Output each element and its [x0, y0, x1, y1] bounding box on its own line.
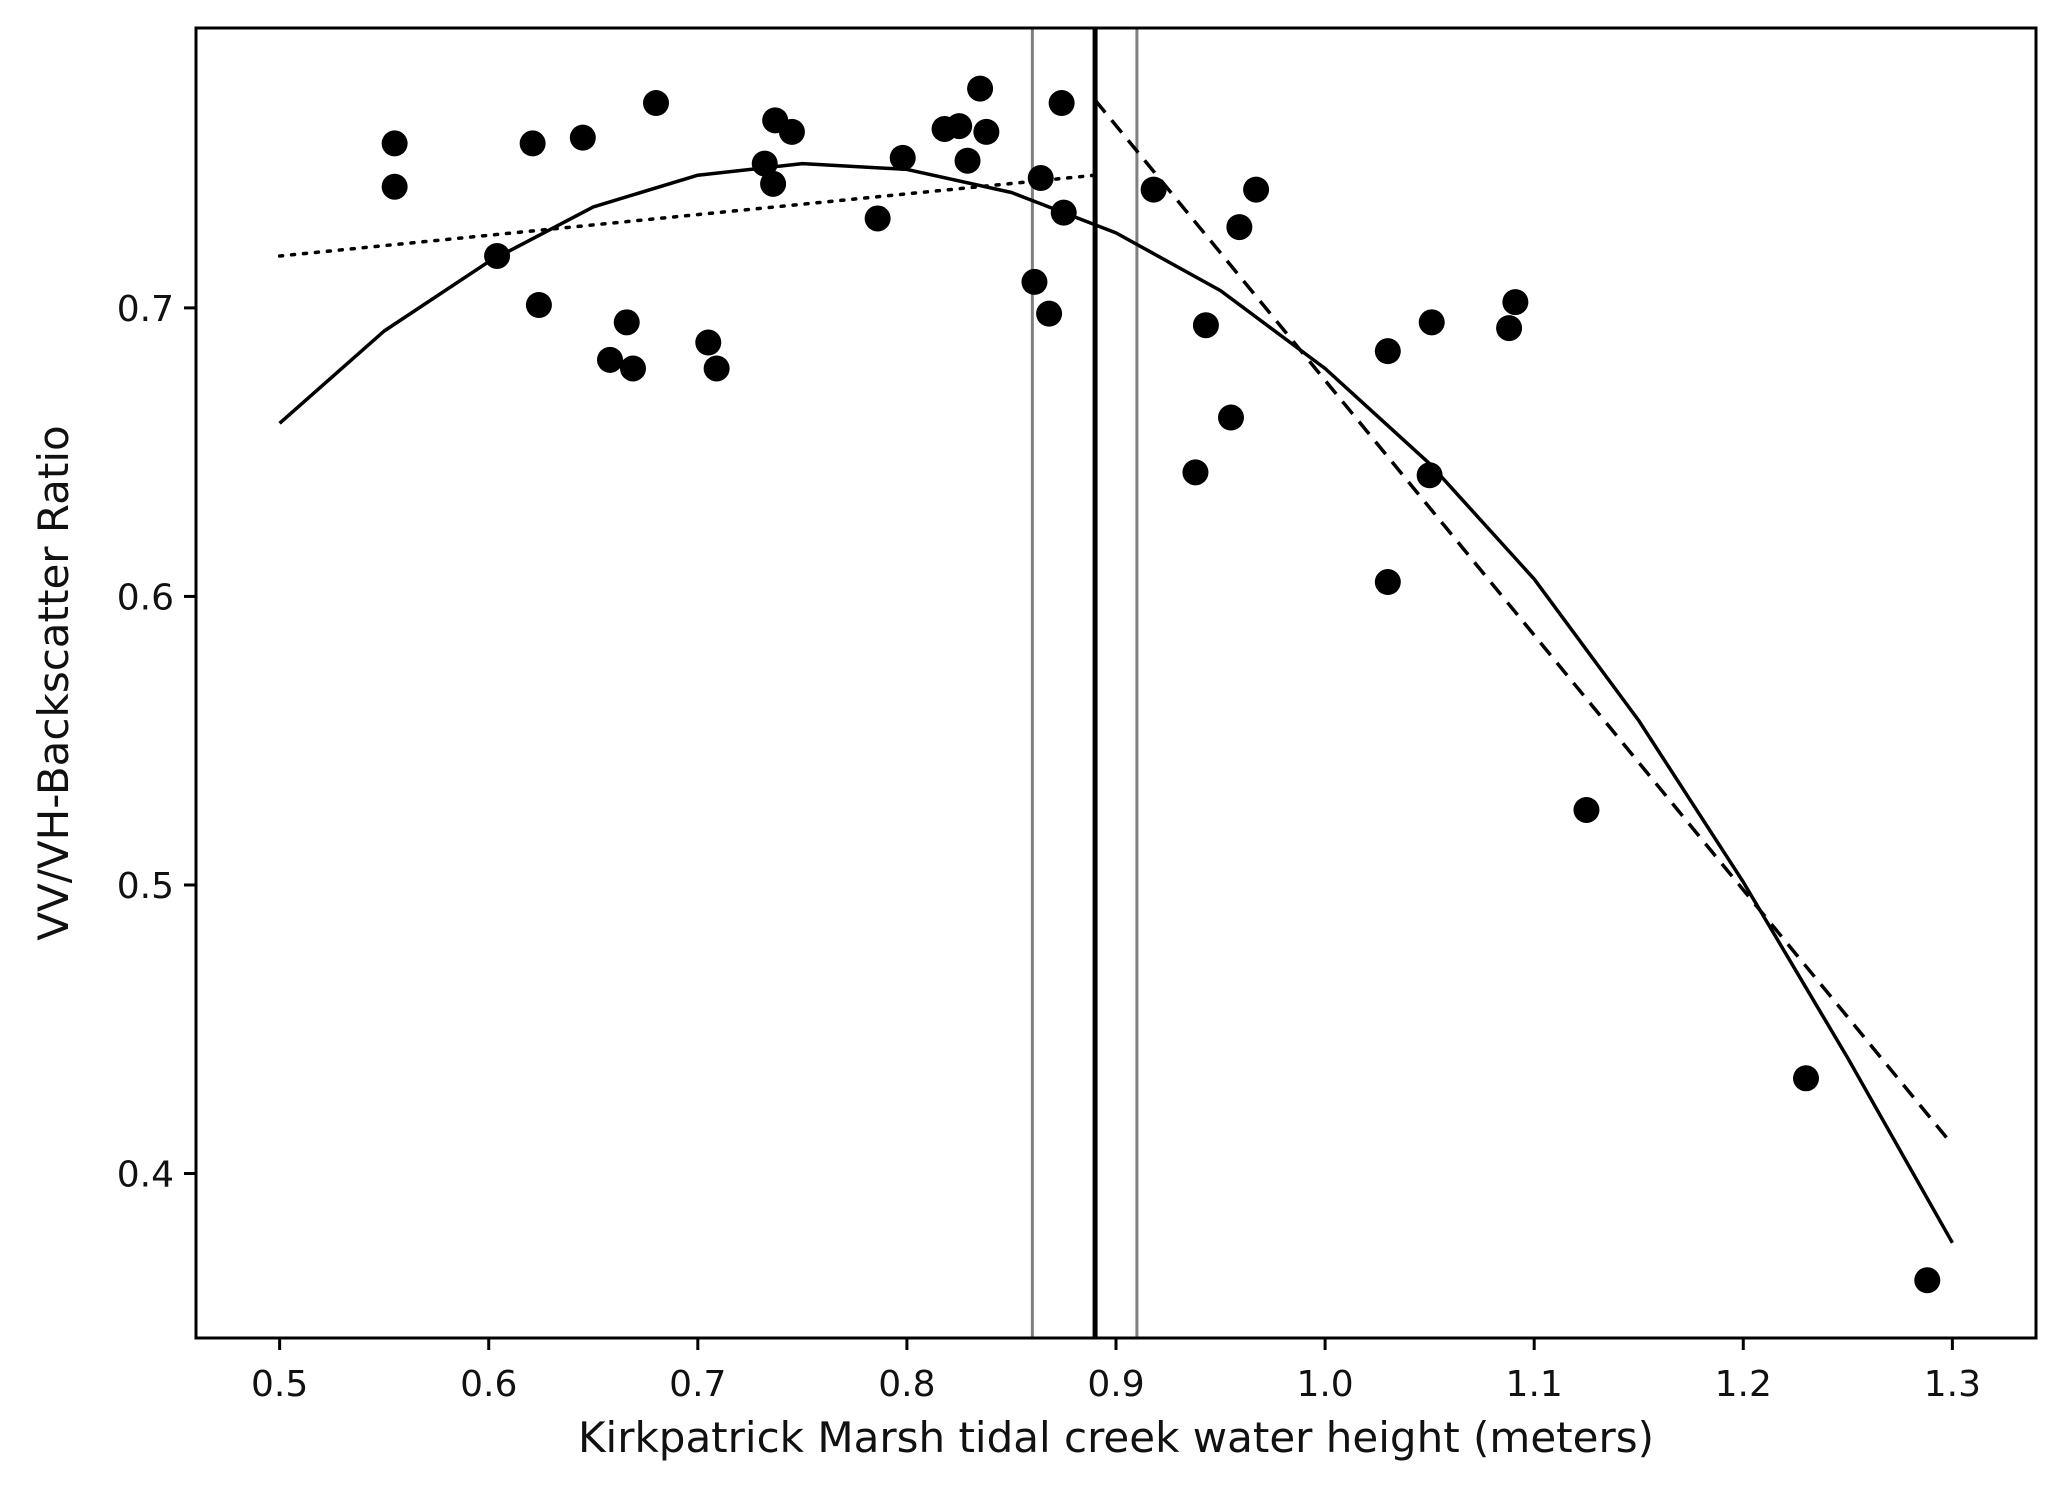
- data-point: [1050, 199, 1077, 226]
- x-tick-label: 0.9: [1087, 1364, 1144, 1405]
- x-tick-label: 1.1: [1506, 1364, 1563, 1405]
- data-point: [954, 147, 981, 174]
- x-tick-label: 1.2: [1715, 1364, 1772, 1405]
- data-point: [381, 130, 408, 157]
- data-point: [1036, 300, 1063, 327]
- data-point: [1374, 338, 1401, 365]
- y-tick-label: 0.4: [117, 1155, 174, 1196]
- data-point: [1418, 309, 1445, 336]
- linear-fit-above-breakpoint-curve: [1093, 98, 1954, 1146]
- y-axis-ticks: 0.4 0.5 0.6 0.7: [117, 289, 196, 1196]
- data-point: [484, 242, 511, 269]
- data-point: [381, 173, 408, 200]
- data-point: [1048, 90, 1075, 117]
- data-point: [525, 292, 552, 319]
- y-tick-label: 0.5: [117, 866, 174, 907]
- data-point: [1182, 459, 1209, 486]
- x-axis-ticks: 0.5 0.6 0.7 0.8 0.9 1.0 1.1 1.2 1.3: [251, 1338, 1981, 1405]
- data-point: [778, 118, 805, 145]
- data-point: [620, 355, 646, 382]
- data-point: [643, 90, 669, 117]
- linear-fit-below-breakpoint-curve: [277, 173, 1097, 258]
- data-point: [1914, 1267, 1941, 1294]
- data-point: [695, 329, 722, 356]
- data-point: [864, 205, 891, 232]
- data-point: [946, 113, 973, 140]
- data-point: [1793, 1065, 1819, 1092]
- data-point: [1502, 289, 1529, 316]
- y-tick-label: 0.7: [117, 289, 174, 330]
- data-point: [973, 118, 1000, 145]
- y-tick-label: 0.6: [117, 577, 174, 618]
- data-point: [1027, 165, 1054, 192]
- data-point: [597, 346, 623, 373]
- x-tick-label: 0.5: [251, 1364, 308, 1405]
- x-tick-label: 0.8: [878, 1364, 935, 1405]
- data-point: [1496, 315, 1523, 342]
- x-axis-title: Kirkpatrick Marsh tidal creek water heig…: [578, 1413, 1654, 1462]
- data-points: [381, 75, 1941, 1294]
- data-point: [519, 130, 546, 157]
- y-axis-title: VV/VH-Backscatter Ratio: [29, 425, 78, 940]
- data-point: [1140, 176, 1167, 203]
- data-point: [889, 144, 916, 171]
- data-point: [613, 309, 640, 336]
- data-point: [1573, 796, 1600, 823]
- data-point: [1243, 176, 1270, 203]
- data-point: [1416, 462, 1443, 489]
- quadratic-fit-curve: [278, 161, 1954, 1244]
- data-point: [760, 170, 787, 197]
- data-point: [1374, 569, 1401, 596]
- data-point: [1226, 214, 1253, 241]
- data-point: [751, 150, 778, 177]
- data-point: [569, 124, 596, 151]
- x-tick-label: 1.3: [1924, 1364, 1981, 1405]
- data-point: [1218, 404, 1244, 431]
- data-point: [1192, 312, 1219, 339]
- data-point: [967, 75, 994, 102]
- data-point: [1021, 268, 1048, 295]
- x-tick-label: 0.6: [460, 1364, 517, 1405]
- x-tick-label: 0.7: [669, 1364, 726, 1405]
- x-tick-label: 1.0: [1296, 1364, 1353, 1405]
- data-point: [703, 355, 730, 382]
- fit-curves: [277, 98, 1954, 1244]
